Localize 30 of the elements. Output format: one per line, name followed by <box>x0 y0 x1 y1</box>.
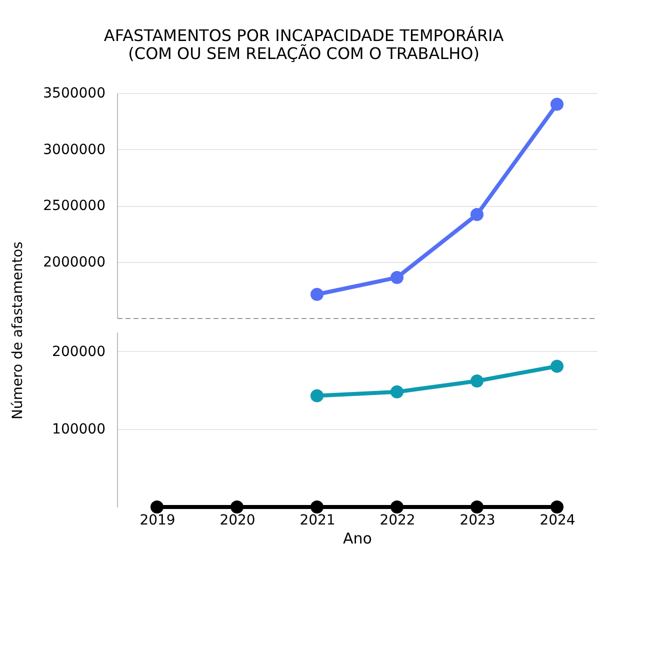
x-tick-label: 2023 <box>460 512 496 528</box>
point <box>230 500 244 514</box>
point <box>390 270 404 284</box>
point <box>550 500 564 514</box>
text: (COM OU SEM RELAÇÃO COM O TRABALHO) <box>128 44 480 63</box>
point <box>310 500 324 514</box>
x-tick-label: 2024 <box>540 512 576 528</box>
point <box>310 389 324 402</box>
point <box>150 500 164 514</box>
point <box>390 385 404 398</box>
point <box>390 500 404 514</box>
x-tick-label: 2020 <box>220 512 256 528</box>
point <box>470 374 484 388</box>
point <box>550 98 564 111</box>
x-tick-label: 2019 <box>140 512 176 528</box>
point <box>310 288 324 301</box>
y-tick-label: 2500000 <box>43 198 106 214</box>
text: AFASTAMENTOS POR INCAPACIDADE TEMPORÁRIA <box>104 26 504 45</box>
x-tick-label: 2022 <box>380 512 416 528</box>
x-tick-label: 2021 <box>300 512 336 528</box>
y-tick-label: 2000000 <box>43 254 106 270</box>
y-tick-label: 200000 <box>52 344 106 360</box>
point <box>550 360 564 373</box>
y-tick-label: 3000000 <box>43 142 106 158</box>
x-axis-title: Ano <box>343 530 372 548</box>
y-tick-label: 3500000 <box>43 86 106 102</box>
y-tick-label: 100000 <box>52 422 106 438</box>
point <box>470 208 484 222</box>
y-axis-title: Número de afastamentos <box>10 242 26 420</box>
point <box>470 500 484 514</box>
